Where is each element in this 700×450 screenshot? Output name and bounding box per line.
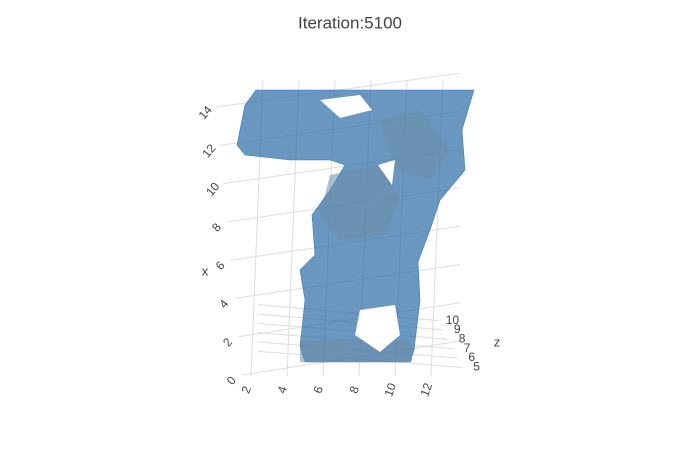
- x-tick-label: 0: [224, 373, 239, 387]
- x-tick-label: 14: [196, 103, 216, 122]
- surface-hole: [320, 95, 372, 118]
- x-tick-label: 12: [199, 141, 219, 160]
- z-axis-title: z: [494, 334, 501, 349]
- y-tick-label: 10: [381, 381, 399, 399]
- y-tick-label: 12: [417, 381, 435, 399]
- z-tick-label: 5: [473, 360, 480, 374]
- y-tick-label: 8: [347, 384, 363, 395]
- x-tick-label: 4: [216, 297, 231, 311]
- surface-patch: [300, 340, 412, 362]
- surface-hole: [378, 160, 395, 185]
- surface-hole: [355, 305, 400, 352]
- z-tick-label: 9: [454, 322, 461, 336]
- surface-patch: [380, 110, 450, 180]
- chart-title: Iteration:5100: [298, 13, 402, 32]
- z-tick-label: 8: [459, 332, 466, 346]
- x-axis-title: x: [202, 263, 209, 278]
- z-tick-label: 10: [446, 313, 460, 327]
- x-tick-label: 8: [209, 220, 224, 234]
- z-tick-label: 7: [464, 341, 471, 355]
- z-tick-label: 6: [468, 350, 475, 364]
- x-tick-label: 6: [213, 258, 228, 272]
- surface-patch: [320, 165, 400, 240]
- x-tick-label: 2: [220, 335, 235, 349]
- y-tick-label: 2: [239, 384, 255, 395]
- x-tick-label: 10: [203, 179, 223, 198]
- y-tick-label: 4: [275, 384, 291, 395]
- isosurface: [236, 89, 475, 363]
- y-tick-label: 6: [311, 384, 327, 395]
